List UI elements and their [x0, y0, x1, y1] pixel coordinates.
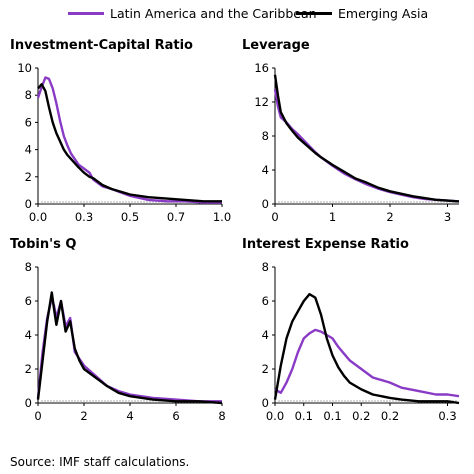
y-tick-label: 8 [262, 129, 269, 143]
panel-title-leverage: Leverage [242, 38, 310, 53]
series-line-emerging-asia [37, 83, 222, 203]
x-tick-label: 2 [80, 409, 87, 423]
y-tick-label: 0 [262, 396, 269, 410]
y-tick-label: 8 [25, 88, 32, 102]
x-tick-label: 2 [386, 210, 393, 224]
panel-title-interest-expense-ratio: Interest Expense Ratio [242, 237, 409, 252]
series-line-emerging-asia [273, 293, 460, 405]
x-tick-label: 8 [218, 409, 225, 423]
y-tick-label: 8 [262, 260, 269, 274]
chart-investment-capital-ratio: 0 2 4 6 8 10 0.0 0.3 0.5 0.7 1.0 [17, 61, 231, 224]
legend-item-emerging-asia: Emerging Asia [296, 6, 428, 21]
x-tick-label: 0.3 [75, 210, 93, 224]
panel-title-investment-capital-ratio: Investment-Capital Ratio [10, 38, 193, 53]
source-note: Source: IMF staff calculations. [10, 455, 190, 469]
series-line-latin-america-and-the-caribbean [273, 89, 460, 203]
x-tick-label: 4 [126, 409, 133, 423]
y-tick-label: 4 [25, 143, 32, 157]
y-tick-label: 4 [262, 328, 269, 342]
y-tick-label: 6 [25, 294, 32, 308]
x-tick-label: 1.0 [213, 210, 231, 224]
chart-legend: Latin America and the Caribbean Emerging… [0, 0, 474, 30]
y-tick-label: 6 [262, 294, 269, 308]
legend-swatch-latin-america [68, 12, 104, 15]
y-tick-label: 2 [25, 170, 32, 184]
x-tick-label: 0.0 [29, 210, 47, 224]
x-tick-label: 0.5 [121, 210, 139, 224]
y-tick-label: 0 [25, 396, 32, 410]
legend-label-emerging-asia: Emerging Asia [338, 6, 429, 21]
x-tick-label: 0.2 [381, 409, 399, 423]
x-tick-label: 0 [271, 210, 278, 224]
chart-tobins-q: 0 2 4 6 8 0 2 4 6 8 [25, 260, 226, 423]
panel-title-tobins-q: Tobin's Q [10, 237, 77, 252]
y-tick-label: 8 [25, 260, 32, 274]
series-line-latin-america-and-the-caribbean [36, 296, 222, 403]
x-tick-label: 0 [34, 409, 41, 423]
y-tick-label: 0 [262, 197, 269, 211]
series-line-emerging-asia [273, 74, 460, 203]
x-tick-label: 0.1 [295, 409, 313, 423]
y-tick-label: 2 [25, 362, 32, 376]
legend-label-latin-america: Latin America and the Caribbean [110, 6, 317, 21]
y-tick-label: 4 [25, 328, 32, 342]
legend-swatch-emerging-asia [296, 12, 332, 15]
x-tick-label: 6 [172, 409, 179, 423]
series-line-latin-america-and-the-caribbean [36, 76, 222, 204]
y-tick-label: 6 [25, 115, 32, 129]
x-tick-label: 1 [329, 210, 336, 224]
y-tick-label: 2 [262, 362, 269, 376]
y-tick-label: 4 [262, 163, 269, 177]
series-line-latin-america-and-the-caribbean [274, 328, 460, 398]
y-tick-label: 16 [254, 61, 269, 75]
legend-item-latin-america: Latin America and the Caribbean [68, 6, 317, 21]
series-line-emerging-asia [36, 291, 223, 405]
chart-interest-expense-ratio: 0 2 4 6 8 0.0 0.1 0.1 0.2 0.2 0.3 [262, 260, 460, 423]
x-tick-label: 0.7 [167, 210, 185, 224]
x-tick-label: 0.0 [266, 409, 284, 423]
x-tick-label: 0.3 [438, 409, 456, 423]
y-tick-label: 10 [17, 61, 32, 75]
x-tick-label: 0.1 [323, 409, 341, 423]
y-tick-label: 0 [25, 197, 32, 211]
x-tick-label: 0.2 [352, 409, 370, 423]
x-tick-label: 3 [444, 210, 451, 224]
y-tick-label: 12 [254, 95, 269, 109]
